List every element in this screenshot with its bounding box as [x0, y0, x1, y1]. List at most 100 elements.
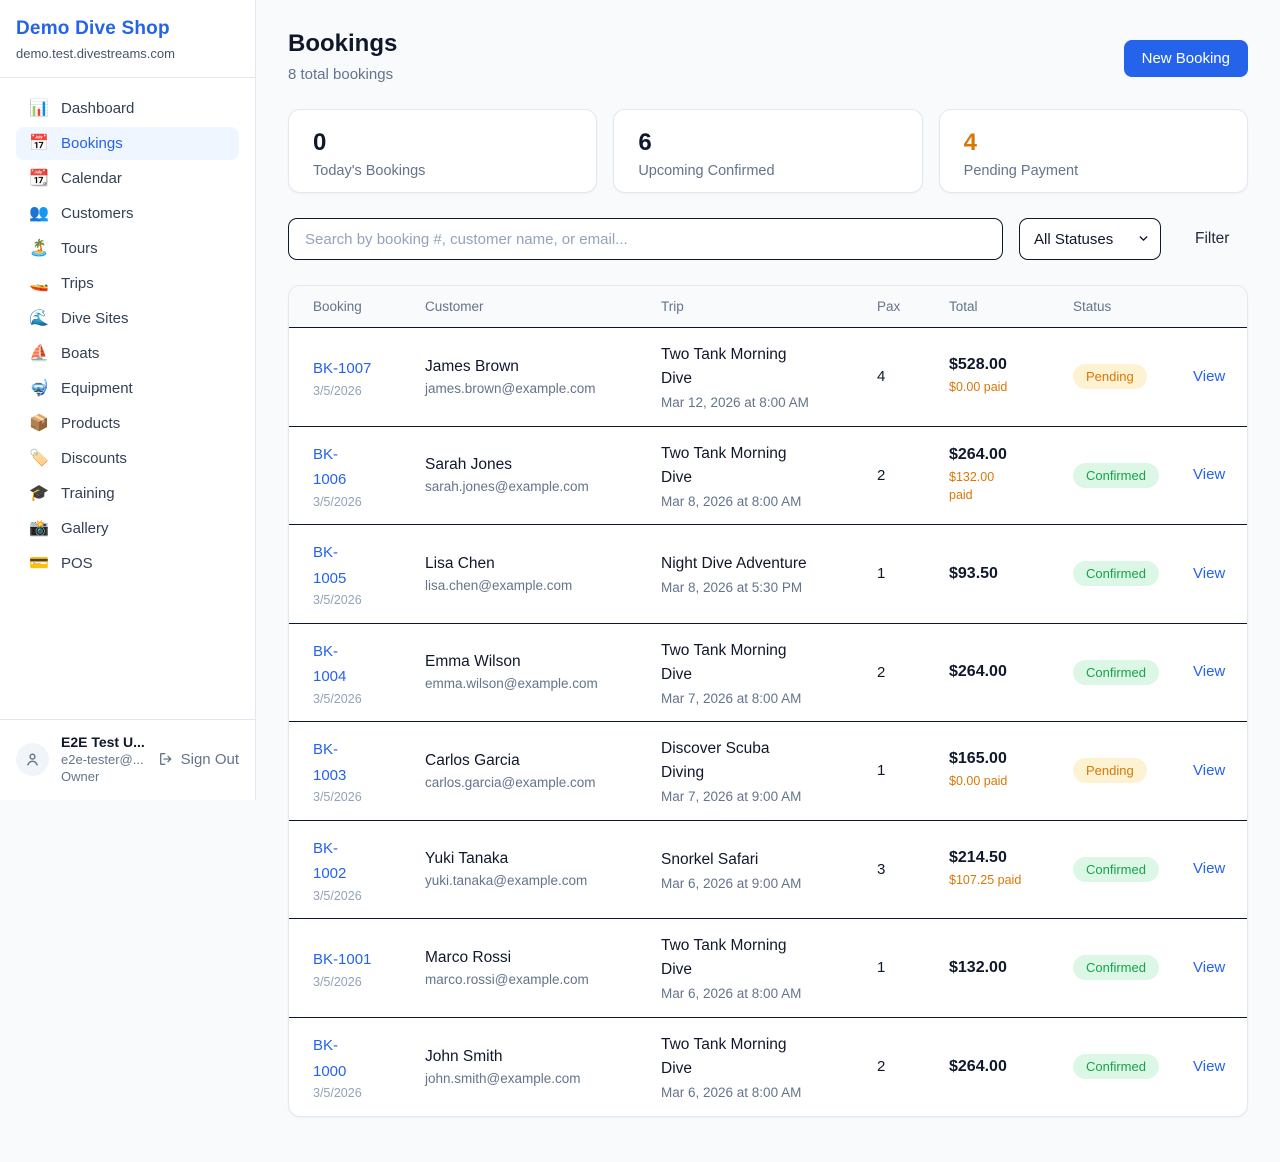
sidebar-item-label: Boats: [61, 345, 100, 362]
status-badge: Confirmed: [1073, 561, 1159, 587]
sidebar-item-calendar[interactable]: 📆 Calendar: [16, 162, 239, 195]
status-badge: Confirmed: [1073, 462, 1159, 488]
view-link[interactable]: View: [1193, 564, 1226, 582]
status-badge: Pending: [1073, 758, 1147, 784]
view-link[interactable]: View: [1193, 663, 1226, 681]
paid-amount: $0.00 paid: [949, 380, 1008, 395]
booking-id-link[interactable]: BK-1001: [313, 951, 372, 968]
paid-amount: $0.00 paid: [949, 774, 1008, 789]
view-link[interactable]: View: [1193, 958, 1226, 976]
sidebar-item-trips[interactable]: 🚤 Trips: [16, 267, 239, 300]
new-booking-button[interactable]: New Booking: [1123, 40, 1248, 77]
column-header-booking: Booking: [313, 299, 362, 314]
status-filter-select[interactable]: All Statuses: [1019, 218, 1161, 260]
status-badge: Confirmed: [1073, 1054, 1159, 1080]
customer-email: yuki.tanaka@example.com: [425, 873, 588, 889]
booking-created-date: 3/5/2026: [313, 888, 362, 903]
trip-datetime: Mar 8, 2026 at 8:00 AM: [661, 493, 802, 509]
sidebar-item-dive-sites[interactable]: 🌊 Dive Sites: [16, 302, 239, 335]
graduation-cap-icon: 🎓: [29, 484, 49, 502]
total-amount: $93.50: [949, 564, 998, 582]
trip-name: Two Tank Morning Dive: [661, 641, 787, 683]
sidebar-item-customers[interactable]: 👥 Customers: [16, 197, 239, 230]
table-header-row: Booking Customer Trip Pax Total Status: [289, 286, 1247, 328]
package-icon: 📦: [29, 414, 49, 432]
paid-amount: $132.00 paid: [949, 469, 995, 503]
app-title: Demo Dive Shop: [16, 18, 170, 39]
sidebar-item-label: Dive Sites: [61, 310, 129, 327]
sidebar-item-gallery[interactable]: 📸 Gallery: [16, 512, 239, 545]
user-name: E2E Test U...: [61, 734, 145, 750]
pax-count: 1: [877, 959, 886, 977]
stat-label: Pending Payment: [963, 162, 1079, 179]
booking-created-date: 3/5/2026: [313, 494, 362, 509]
sidebar-item-label: Bookings: [61, 135, 123, 152]
sidebar-item-pos[interactable]: 💳 POS: [16, 547, 239, 580]
sidebar: Demo Dive Shop demo.test.divestreams.com…: [0, 0, 256, 800]
sidebar-item-dashboard[interactable]: 📊 Dashboard: [16, 92, 239, 125]
booking-id-link[interactable]: BK- 1002: [313, 839, 347, 883]
customer-name: Sarah Jones: [425, 456, 513, 474]
customer-email: john.smith@example.com: [425, 1070, 581, 1086]
filter-button[interactable]: Filter: [1193, 222, 1231, 256]
customer-email: emma.wilson@example.com: [425, 676, 598, 692]
table-row: BK-1001 3/5/2026 Marco Rossi marco.rossi…: [289, 919, 1247, 1018]
customer-name: Lisa Chen: [425, 554, 495, 572]
view-link[interactable]: View: [1193, 860, 1226, 878]
booking-id-link[interactable]: BK- 1003: [313, 741, 347, 784]
diving-mask-icon: 🤿: [29, 379, 49, 397]
sign-out-button[interactable]: Sign Out: [158, 751, 239, 768]
pax-count: 1: [877, 762, 886, 780]
view-link[interactable]: View: [1193, 761, 1226, 779]
stats-row: 0 Today's Bookings 6 Upcoming Confirmed 4 Pen…: [288, 109, 1248, 193]
sidebar-item-discounts[interactable]: 🏷️ Discounts: [16, 442, 239, 475]
trip-name: Two Tank Morning Dive: [661, 937, 787, 979]
status-badge: Confirmed: [1073, 856, 1159, 882]
sidebar-item-label: Training: [61, 485, 115, 502]
sidebar-item-tours[interactable]: 🏝️ Tours: [16, 232, 239, 265]
page-header: Bookings 8 total bookings New Booking: [288, 30, 1248, 83]
sidebar-item-boats[interactable]: ⛵ Boats: [16, 337, 239, 370]
sidebar-item-label: Calendar: [61, 170, 122, 187]
customer-name: Marco Rossi: [425, 948, 512, 966]
trip-name: Two Tank Morning Dive: [661, 346, 787, 388]
search-input[interactable]: [288, 218, 1003, 260]
sidebar-item-equipment[interactable]: 🤿 Equipment: [16, 372, 239, 405]
booking-id-link[interactable]: BK- 1000: [313, 1037, 347, 1080]
stat-label: Upcoming Confirmed: [638, 162, 775, 179]
view-link[interactable]: View: [1193, 1057, 1226, 1075]
column-header-status: Status: [1073, 299, 1112, 314]
booking-id-link[interactable]: BK- 1005: [313, 544, 347, 587]
pax-count: 3: [877, 860, 886, 878]
table-row: BK- 1005 3/5/2026 Lisa Chen lisa.chen@ex…: [289, 525, 1247, 624]
view-link[interactable]: View: [1193, 367, 1226, 385]
status-badge: Pending: [1073, 364, 1147, 390]
customer-name: Emma Wilson: [425, 653, 521, 671]
app-domain: demo.test.divestreams.com: [16, 46, 175, 61]
trip-datetime: Mar 6, 2026 at 9:00 AM: [661, 875, 802, 891]
bar-chart-icon: 📊: [29, 99, 49, 117]
sidebar-item-bookings[interactable]: 📅 Bookings: [16, 127, 239, 160]
booking-id-link[interactable]: BK- 1006: [313, 445, 347, 489]
customer-name: James Brown: [425, 357, 519, 375]
sidebar-nav: 📊 Dashboard 📅 Bookings 📆 Calendar 👥 Customers 🏝️…: [0, 78, 255, 580]
controls-bar: All Statuses Filter: [288, 218, 1248, 260]
customer-name: Yuki Tanaka: [425, 850, 509, 868]
sign-out-icon: [159, 753, 171, 765]
stat-value: 6: [638, 129, 652, 156]
page-title: Bookings: [288, 30, 398, 57]
tag-icon: 🏷️: [29, 449, 49, 467]
table-row: BK- 1004 3/5/2026 Emma Wilson emma.wilso…: [289, 624, 1247, 722]
sidebar-item-training[interactable]: 🎓 Training: [16, 477, 239, 510]
booking-id-link[interactable]: BK-1007: [313, 360, 372, 377]
booking-created-date: 3/5/2026: [313, 1086, 362, 1101]
view-link[interactable]: View: [1193, 466, 1226, 484]
customer-email: carlos.garcia@example.com: [425, 774, 596, 790]
pax-count: 2: [877, 466, 886, 484]
booking-created-date: 3/5/2026: [313, 790, 362, 805]
sidebar-item-products[interactable]: 📦 Products: [16, 407, 239, 440]
customer-email: james.brown@example.com: [425, 380, 596, 396]
column-header-customer: Customer: [425, 299, 484, 314]
booking-id-link[interactable]: BK- 1004: [313, 642, 347, 686]
sidebar-item-label: Tours: [61, 240, 98, 257]
